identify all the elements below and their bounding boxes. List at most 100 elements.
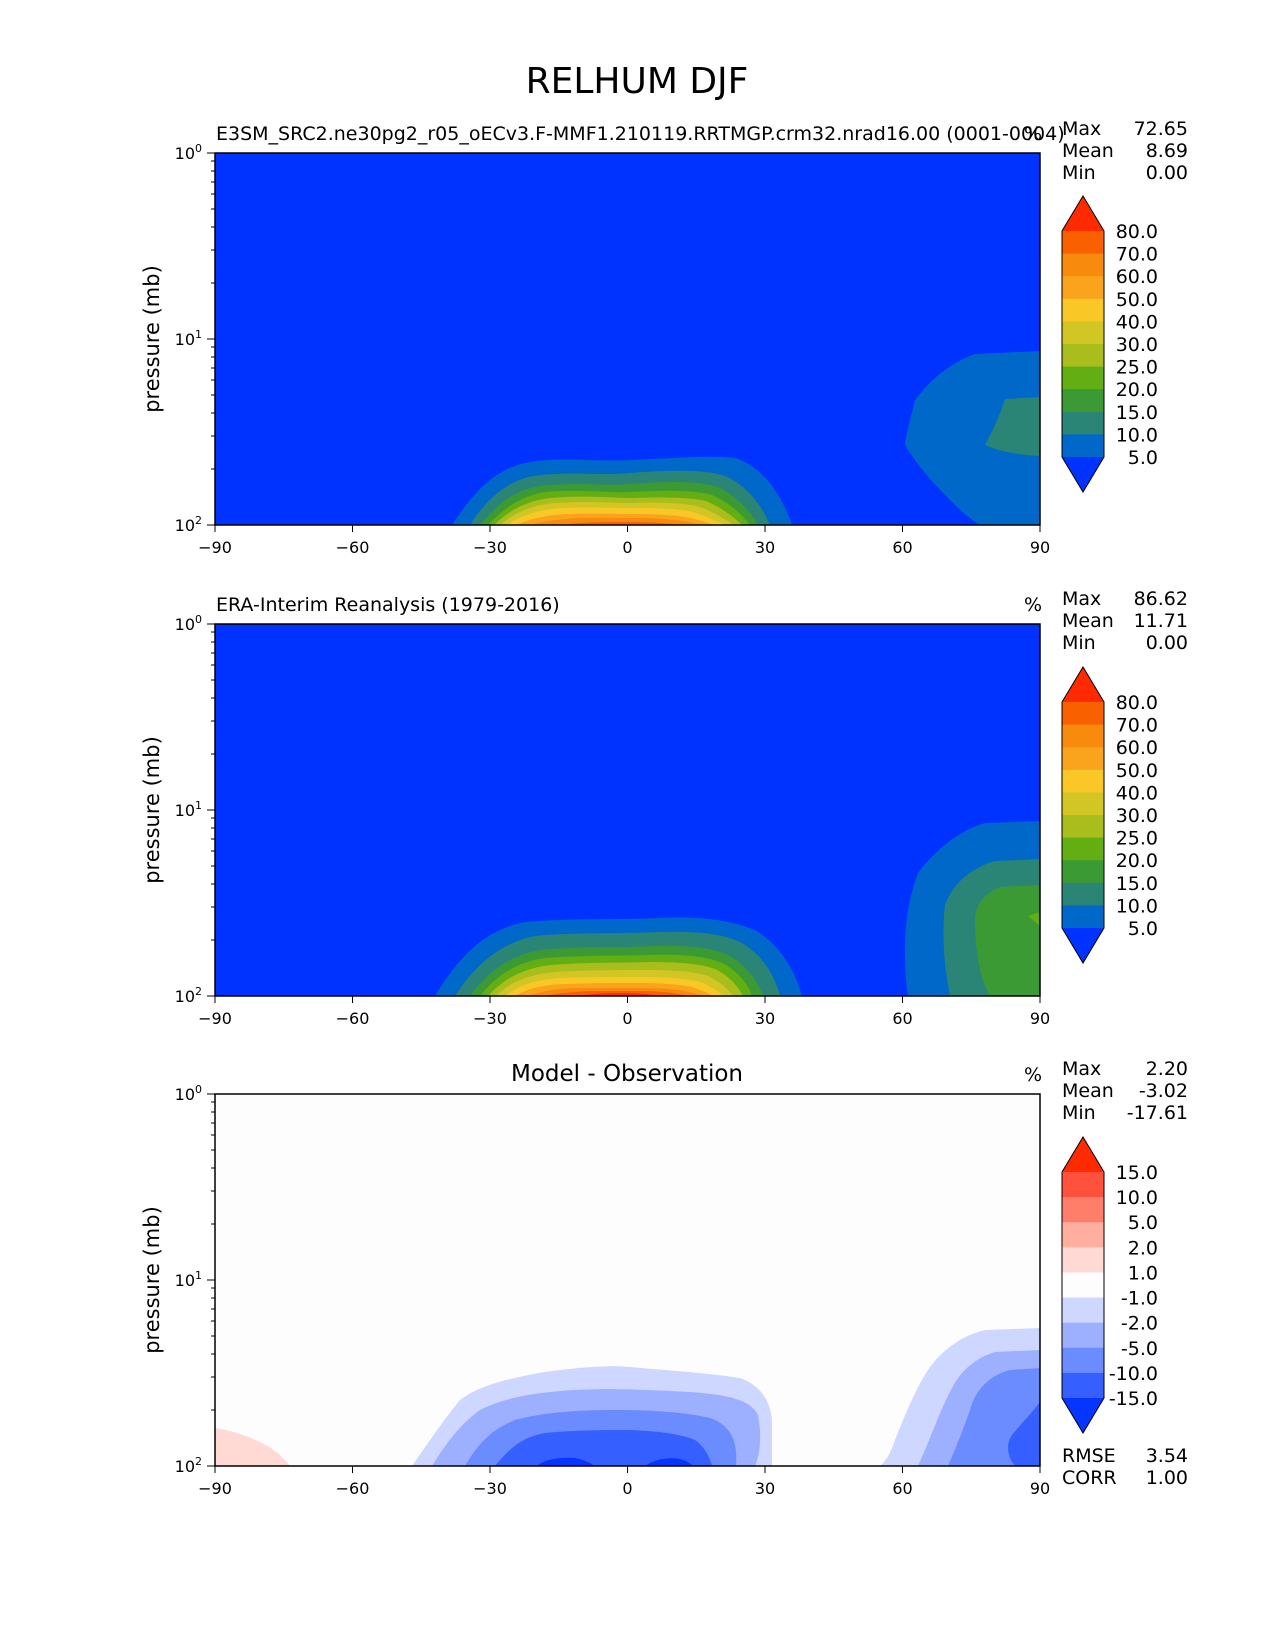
contour-polar-level-4 bbox=[1028, 912, 1040, 926]
y-tick-label: 100 bbox=[175, 613, 202, 634]
y-minor-ticks bbox=[207, 623, 215, 997]
stat-min-label: Min bbox=[1062, 1102, 1096, 1124]
y-tick-label: 102 bbox=[175, 514, 202, 535]
colorbar-band bbox=[1062, 389, 1104, 413]
colorbar-tick-label: 50.0 bbox=[1116, 289, 1158, 311]
y-minor-ticks bbox=[207, 152, 215, 526]
colorbar-band bbox=[1062, 905, 1104, 929]
colorbar-extend-max bbox=[1062, 196, 1104, 231]
colorbar-tick-label: 70.0 bbox=[1116, 244, 1158, 266]
colorbar-band bbox=[1062, 1197, 1104, 1223]
contour-fills bbox=[452, 351, 1040, 525]
colorbar-tick-label: 80.0 bbox=[1116, 692, 1158, 714]
stat-min-label: Min bbox=[1062, 632, 1096, 654]
colorbar-tick-label: 25.0 bbox=[1116, 357, 1158, 379]
y-tick-label: 101 bbox=[175, 799, 202, 820]
colorbar-tick-label: 5.0 bbox=[1128, 1212, 1158, 1234]
colorbar-extend-max bbox=[1062, 667, 1104, 702]
colorbar-band bbox=[1062, 366, 1104, 390]
colorbar-band bbox=[1062, 1272, 1104, 1299]
colorbar-outline bbox=[1061, 1136, 1105, 1434]
colorbar-band bbox=[1062, 411, 1104, 435]
colorbar-tick-label: 2.0 bbox=[1128, 1237, 1158, 1259]
x-tick-label: −90 bbox=[198, 538, 232, 557]
x-tick-label: 90 bbox=[1030, 1479, 1050, 1498]
colorbar-outline bbox=[1061, 195, 1105, 493]
y-minor-ticks bbox=[207, 1093, 215, 1467]
colorbar-band bbox=[1062, 882, 1104, 906]
x-ticks bbox=[214, 1466, 1041, 1473]
colorbar-tick-label: 10.0 bbox=[1116, 424, 1158, 446]
y-axis-label: pressure (mb) bbox=[140, 1206, 164, 1354]
x-tick-label: −60 bbox=[336, 1009, 370, 1028]
rmse-value: 3.54 bbox=[1146, 1445, 1188, 1467]
colorbar: 5.010.015.020.025.030.040.050.060.070.08… bbox=[1061, 666, 1158, 964]
panel-diff: Model - Observation % Max 2.20 Mean -3.0… bbox=[140, 1058, 1188, 1498]
x-tick-label: −90 bbox=[198, 1009, 232, 1028]
colorbar: -15.0 -10.0 -5.0 -2.0 -1.0 1.0 2.0 5.0 10.0 15.0 bbox=[1061, 1136, 1158, 1434]
colorbar-band bbox=[1062, 434, 1104, 458]
colorbar-band bbox=[1062, 1172, 1104, 1198]
stat-max-label: Max bbox=[1062, 588, 1101, 610]
colorbar-tick-label: 40.0 bbox=[1116, 311, 1158, 333]
panel-title: E3SM_SRC2.ne30pg2_r05_oECv3.F-MMF1.21011… bbox=[216, 123, 1065, 145]
stat-max-value: 72.65 bbox=[1134, 118, 1188, 140]
colorbar-tick-label: 10.0 bbox=[1116, 1187, 1158, 1209]
colorbar-band bbox=[1062, 1247, 1104, 1273]
colorbar-outline bbox=[1061, 666, 1105, 964]
y-axis-label: pressure (mb) bbox=[140, 736, 164, 884]
x-tick-label: −90 bbox=[198, 1479, 232, 1498]
colorbar-band bbox=[1062, 1222, 1104, 1248]
y-axis-label: pressure (mb) bbox=[140, 265, 164, 413]
stat-mean-label: Mean bbox=[1062, 140, 1114, 162]
units-label: % bbox=[1024, 123, 1042, 145]
colorbar-tick-label: -10.0 bbox=[1109, 1363, 1158, 1385]
x-tick-label: 0 bbox=[622, 1009, 632, 1028]
x-tick-label: 30 bbox=[755, 1009, 775, 1028]
contour-tropics-level-5 bbox=[537, 1457, 595, 1466]
stat-max-value: 86.62 bbox=[1134, 588, 1188, 610]
panel-test: E3SM_SRC2.ne30pg2_r05_oECv3.F-MMF1.21011… bbox=[140, 118, 1188, 557]
colorbar-band bbox=[1062, 747, 1104, 771]
units-label: % bbox=[1024, 1064, 1042, 1086]
x-tick-label: 0 bbox=[622, 538, 632, 557]
colorbar-band bbox=[1062, 769, 1104, 793]
stat-max-value: 2.20 bbox=[1146, 1058, 1188, 1080]
stat-mean-value: 8.69 bbox=[1146, 140, 1188, 162]
y-tick-label: 102 bbox=[175, 1455, 202, 1476]
x-tick-label: −30 bbox=[473, 1479, 507, 1498]
panel-title: ERA-Interim Reanalysis (1979-2016) bbox=[216, 594, 560, 616]
colorbar-band bbox=[1062, 276, 1104, 300]
colorbar-tick-label: 1.0 bbox=[1128, 1262, 1158, 1284]
x-tick-label: 30 bbox=[755, 538, 775, 557]
colorbar-band bbox=[1062, 860, 1104, 884]
corr-label: CORR bbox=[1062, 1467, 1117, 1489]
y-tick-label: 101 bbox=[175, 328, 202, 349]
colorbar-tick-label: 30.0 bbox=[1116, 805, 1158, 827]
stat-max-label: Max bbox=[1062, 1058, 1101, 1080]
colorbar-band bbox=[1062, 231, 1104, 255]
stat-min-value: 0.00 bbox=[1146, 162, 1188, 184]
colorbar-band bbox=[1062, 837, 1104, 861]
colorbar-tick-label: 5.0 bbox=[1128, 447, 1158, 469]
corr-value: 1.00 bbox=[1146, 1467, 1188, 1489]
colorbar-band bbox=[1062, 1322, 1104, 1349]
colorbar-band bbox=[1062, 815, 1104, 839]
colorbar-tick-label: 60.0 bbox=[1116, 737, 1158, 759]
stat-mean-label: Mean bbox=[1062, 610, 1114, 632]
stat-mean-label: Mean bbox=[1062, 1080, 1114, 1102]
colorbar-band bbox=[1062, 792, 1104, 816]
x-tick-label: 0 bbox=[622, 1479, 632, 1498]
x-tick-label: 60 bbox=[892, 1479, 912, 1498]
colorbar-tick-label: 15.0 bbox=[1116, 402, 1158, 424]
x-tick-label: −30 bbox=[473, 1009, 507, 1028]
stat-min-value: 0.00 bbox=[1146, 632, 1188, 654]
stat-max-label: Max bbox=[1062, 118, 1101, 140]
stat-mean-value: 11.71 bbox=[1134, 610, 1188, 632]
colorbar-tick-label: 80.0 bbox=[1116, 221, 1158, 243]
colorbar-band bbox=[1062, 724, 1104, 748]
colorbar-tick-label: 40.0 bbox=[1116, 782, 1158, 804]
contour-tropics-level-5b bbox=[645, 1458, 693, 1466]
contour-polar-level-2 bbox=[985, 397, 1040, 456]
colorbar-tick-label: 70.0 bbox=[1116, 715, 1158, 737]
